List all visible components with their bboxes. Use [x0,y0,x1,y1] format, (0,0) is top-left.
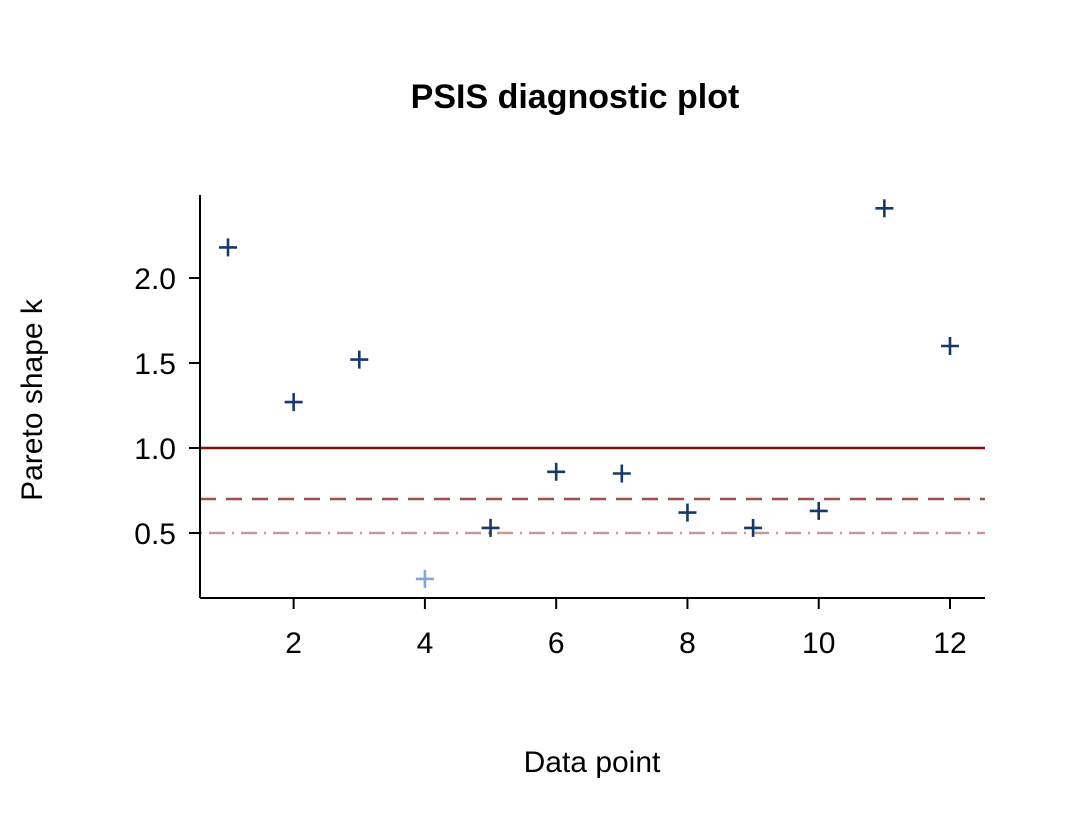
y-tick-label: 2.0 [134,263,176,296]
data-point-marker [678,503,697,522]
axes [199,195,985,599]
tick-labels: 2 4 6 8 10 12 0.5 1.0 1.5 2.0 [134,263,966,660]
data-point-marker [809,501,828,520]
data-point-marker [415,569,434,588]
y-tick-label: 1.0 [134,433,176,466]
reference-lines [200,446,985,535]
x-axis-label: Data point [524,746,661,779]
data-point-marker [350,350,369,369]
x-tick-label: 2 [285,627,302,660]
y-tick-label: 1.5 [134,348,176,381]
x-tick-label: 12 [933,627,966,660]
x-tick-label: 4 [417,627,434,660]
data-point-marker [284,393,303,412]
data-point-marker [744,518,763,537]
data-point-marker [612,464,631,483]
data-point-marker [875,199,894,218]
data-point-marker [547,462,566,481]
x-tick-label: 10 [802,627,835,660]
x-tick-label: 6 [548,627,565,660]
x-tick-label: 8 [679,627,696,660]
tick-marks [189,277,951,609]
chart-title: PSIS diagnostic plot [411,78,740,116]
y-axis-label: Pareto shape k [16,298,49,501]
y-tick-label: 0.5 [134,518,176,551]
data-point-marker [940,337,959,355]
data-point-marker [219,238,237,257]
data-points [219,199,959,588]
data-point-marker [481,518,500,537]
